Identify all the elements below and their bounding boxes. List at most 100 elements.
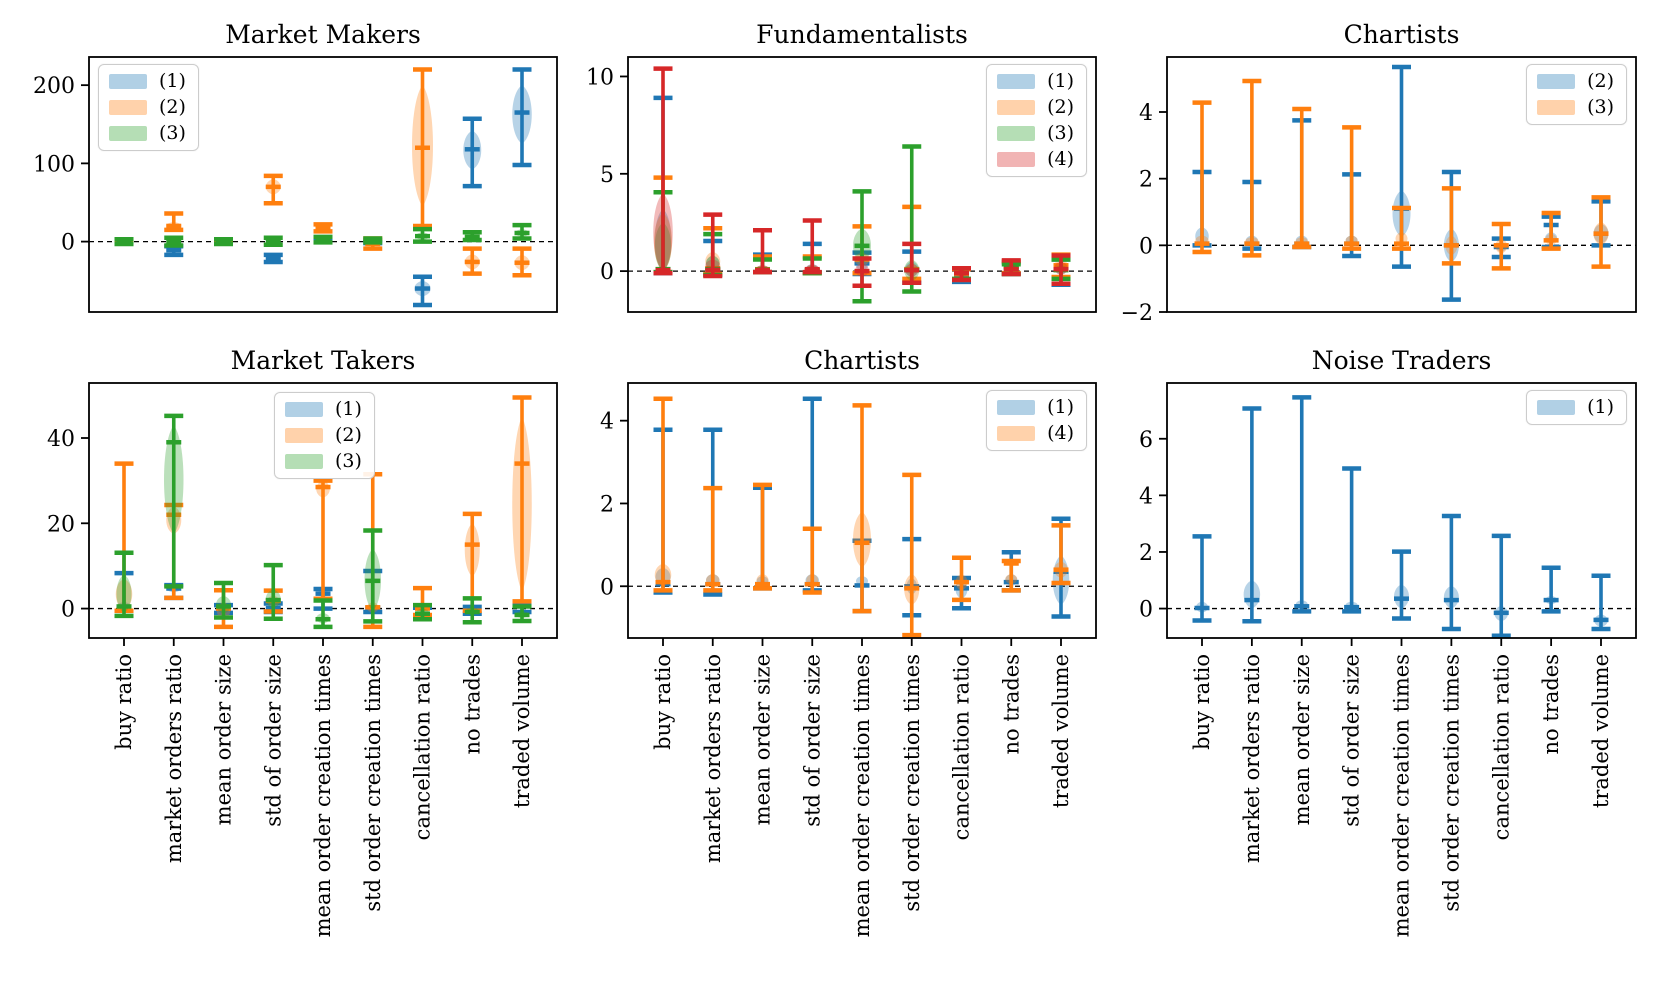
violin [263,562,283,622]
xtick-label: traded volume [1049,654,1073,808]
xtick-label: mean order creation times [311,654,335,937]
ytick-label: 6 [1139,428,1153,453]
violin [114,237,134,247]
xtick-label: std order creation times [361,654,385,912]
legend-label: (2) [1047,96,1074,118]
legend-label: (2) [335,424,362,446]
violin [462,511,482,613]
panel-noise-traders: 6 4 2 0 buy ratio market orders ratio mean ord… [1139,346,1637,937]
violin [164,211,184,233]
legend-entry: (1) [997,72,1074,91]
xtick-label: cancellation ratio [411,654,435,840]
legend-swatch-icon [997,100,1036,115]
violin [1591,573,1611,632]
xtick-label: no trades [460,654,484,755]
ytick-label: −2 [1121,301,1153,326]
violin [1001,558,1021,593]
ytick-label: 2 [1139,541,1153,566]
legend-label: (3) [1047,122,1074,144]
legend-swatch-icon [997,152,1036,167]
xtick-label: mean order size [212,654,236,825]
xtick-label: std of order size [1340,654,1364,827]
panel-title: Fundamentalists [756,20,968,49]
legend-entry: (4) [997,150,1074,169]
legend-entry: (3) [285,452,362,471]
panel-chartists: 4 2 0 buy ratio market orders ratio mean orde… [600,346,1097,937]
violin [263,173,283,206]
ytick-label: 0 [61,231,75,256]
legend-label: (3) [159,122,186,144]
panel-fundamentalists: 10 5 0 Fundamentalists [586,20,1097,313]
legend-swatch-icon [285,428,323,443]
violin [413,226,432,244]
violin [1342,125,1362,251]
legend-swatch-icon [109,100,147,115]
legend-swatch-icon [1537,74,1576,89]
violin [1051,253,1071,287]
xtick-label: no trades [999,654,1023,755]
violin [852,189,872,304]
violin [363,528,383,624]
violin [512,222,532,241]
violin [313,222,333,234]
xtick-label: std order creation times [900,654,924,912]
violin [413,274,432,308]
legend-swatch-icon [997,426,1036,441]
violin [1392,549,1411,621]
legend-label: (2) [1587,70,1614,92]
legend-swatch-icon [1537,100,1576,115]
violin [1292,395,1312,614]
ytick-label: 0 [600,575,614,600]
violin [852,256,872,288]
violin [1342,466,1362,614]
panel-chartists: 4 2 0 −2 Chartists [1121,20,1637,326]
axes-border [627,56,1097,313]
legend-market-makers: (1) (2) (3) [98,64,199,151]
violin [1441,186,1461,266]
ytick-label: 2 [1139,168,1153,193]
violin [952,265,971,283]
violin [313,234,333,245]
violin [164,413,184,589]
legend-swatch-icon [285,402,323,417]
violin [952,555,971,603]
legend-entry: (3) [1537,98,1614,117]
violin [1541,210,1561,251]
violin [512,395,532,604]
violin [413,602,432,622]
legend-entry: (2) [109,98,186,117]
xtick-label: mean order creation times [1390,654,1414,937]
panel-market-takers: 40 20 0 buy ratio market orders ratio mean or… [47,346,558,937]
ytick-label: 10 [586,65,614,90]
violin [1001,258,1021,277]
panel-title: Chartists [1344,20,1460,49]
violin [412,67,433,229]
violin [313,478,333,602]
ytick-label: 4 [600,410,614,435]
legend-entry: (1) [109,72,186,91]
legend-swatch-icon [997,400,1036,415]
violin [1242,78,1262,258]
legend-swatch-icon [1537,400,1576,415]
ytick-label: 4 [1139,101,1153,126]
legend-entry: (1) [1537,398,1614,417]
xtick-label: buy ratio [1190,654,1214,750]
violin [214,580,233,620]
violin [1491,221,1511,271]
legend-swatch-icon [285,454,323,469]
xtick-label: mean order size [1290,654,1314,825]
panel-title: Chartists [804,346,920,375]
violin [1292,106,1312,250]
xtick-label: market orders ratio [162,654,186,863]
ytick-label: 200 [33,74,75,99]
legend-entry: (3) [109,124,186,143]
ytick-label: 0 [1139,234,1153,259]
legend-label: (1) [1587,396,1614,418]
violin [363,236,383,245]
panel-title: Market Makers [225,20,421,49]
panel-title: Noise Traders [1312,346,1492,375]
xtick-label: cancellation ratio [1489,654,1513,840]
xtick-label: traded volume [510,654,534,808]
